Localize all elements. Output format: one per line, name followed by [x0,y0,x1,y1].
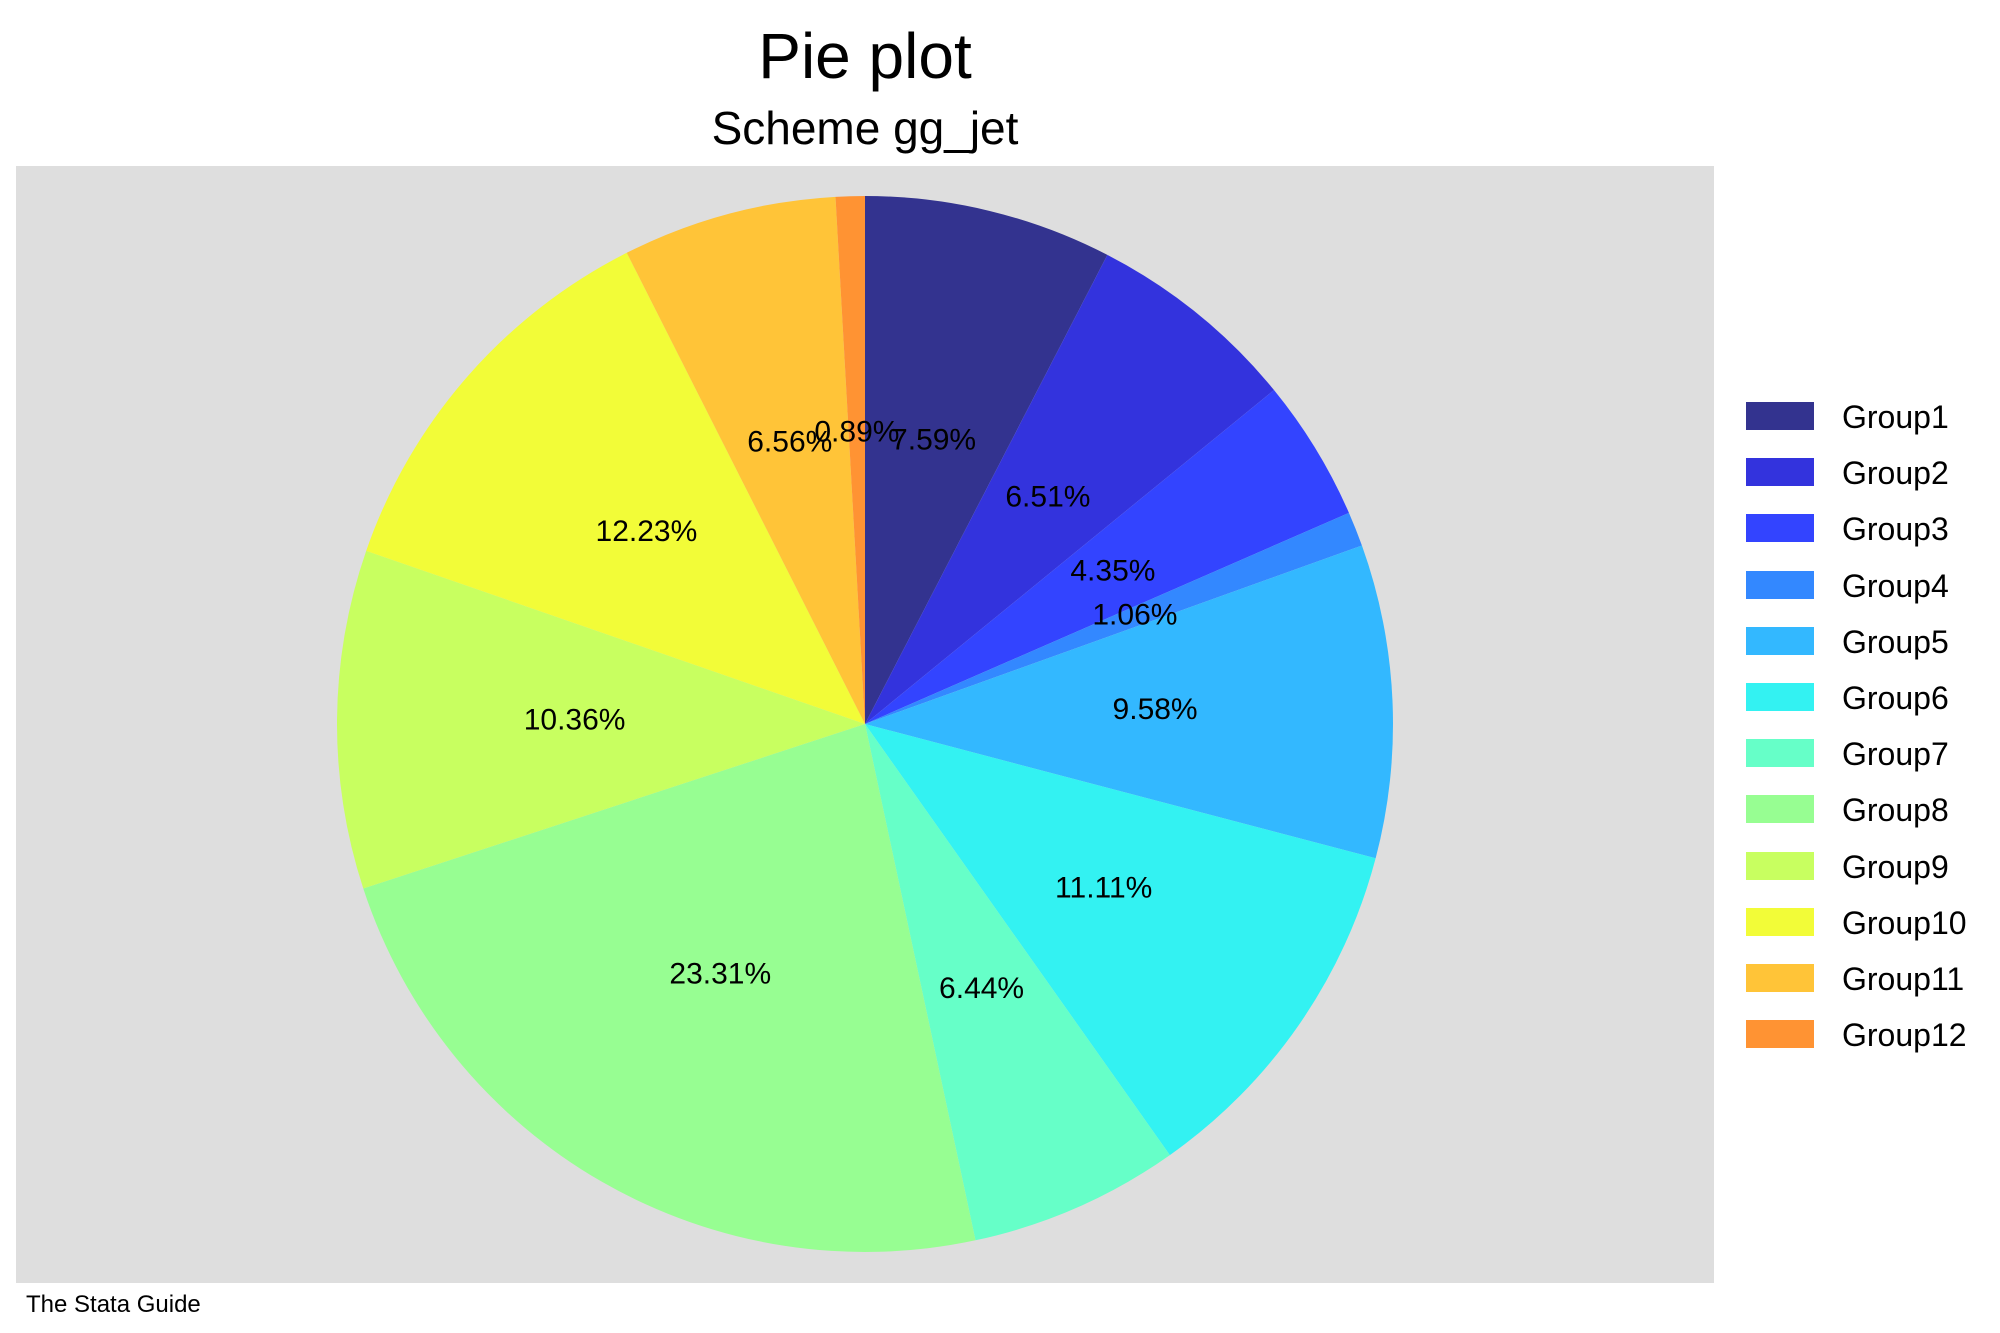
chart-title: Pie plot [758,20,972,92]
slice-label-group5: 9.58% [1113,693,1198,726]
legend-swatch [1746,963,1814,992]
pie-chart: 7.59% 6.51% 4.35% 1.06% 9.58% 11.11% 6.44% 23.3… [336,196,1394,1253]
pie-slice-group9 [336,550,865,889]
legend-swatch [1746,682,1814,711]
legend-label: Group2 [1842,455,1949,492]
source-note: The Stata Guide [26,1291,201,1318]
plot-region: 7.59% 6.51% 4.35% 1.06% 9.58% 11.11% 6.44% 23.3… [16,166,1714,1283]
pie-slice-group11 [626,196,865,724]
legend-label: Group6 [1842,679,1949,716]
legend-item-group4: Group4 [1746,568,1986,627]
legend-swatch [1746,851,1814,880]
legend-label: Group10 [1842,904,1967,941]
legend-label: Group7 [1842,736,1949,773]
pie-slice-group1 [865,196,1108,724]
slice-label-group9: 10.36% [524,703,626,736]
legend-swatch [1746,795,1814,824]
legend-item-group5: Group5 [1746,624,1986,683]
legend-item-group10: Group10 [1746,905,1986,964]
slice-label-group12: 0.89% [814,416,899,449]
legend-swatch [1746,458,1814,487]
legend: Group1 Group2 Group3 Group4 Group5 Group6 Grou… [1746,399,1986,1076]
legend-item-group9: Group9 [1746,849,1986,908]
slice-label-group8: 23.31% [669,958,771,991]
slice-label-group1: 7.59% [891,424,976,457]
legend-item-group12: Group12 [1746,1017,1986,1076]
pie-slice-group8 [363,724,976,1253]
pie-slice-group2 [865,254,1274,725]
legend-swatch [1746,907,1814,936]
legend-label: Group11 [1842,960,1965,997]
legend-swatch [1746,626,1814,655]
legend-label: Group1 [1842,399,1949,435]
legend-swatch [1746,514,1814,543]
legend-item-group2: Group2 [1746,455,1986,514]
legend-swatch [1746,402,1814,430]
slice-label-group4: 1.06% [1092,599,1177,632]
legend-swatch [1746,739,1814,768]
legend-item-group3: Group3 [1746,511,1986,570]
legend-swatch [1746,570,1814,599]
legend-item-group1: Group1 [1746,399,1986,458]
legend-item-group8: Group8 [1746,792,1986,851]
slice-label-group11: 6.56% [747,425,832,458]
legend-label: Group5 [1842,623,1949,660]
slice-label-group7: 6.44% [939,972,1024,1005]
legend-label: Group9 [1842,848,1949,885]
slice-label-group10: 12.23% [596,515,698,548]
slice-label-group3: 4.35% [1070,555,1155,588]
pie-slice-group4 [865,512,1362,724]
legend-item-group6: Group6 [1746,680,1986,739]
chart-subtitle: Scheme gg_jet [711,102,1019,154]
pie-slice-group7 [865,724,1170,1241]
slice-label-group6: 11.11% [1055,871,1152,904]
pie-slice-group5 [865,545,1394,859]
pie-slice-group12 [835,196,865,724]
legend-label: Group12 [1842,1017,1967,1054]
pie-slice-group3 [865,390,1349,724]
pie-slice-group10 [366,252,865,724]
legend-label: Group8 [1842,792,1949,829]
legend-swatch [1746,1020,1814,1049]
legend-item-group7: Group7 [1746,736,1986,795]
legend-label: Group3 [1842,511,1949,548]
legend-label: Group4 [1842,567,1949,604]
legend-item-group11: Group11 [1746,961,1986,1020]
slice-label-group2: 6.51% [1005,480,1090,513]
pie-slice-group6 [865,724,1376,1156]
